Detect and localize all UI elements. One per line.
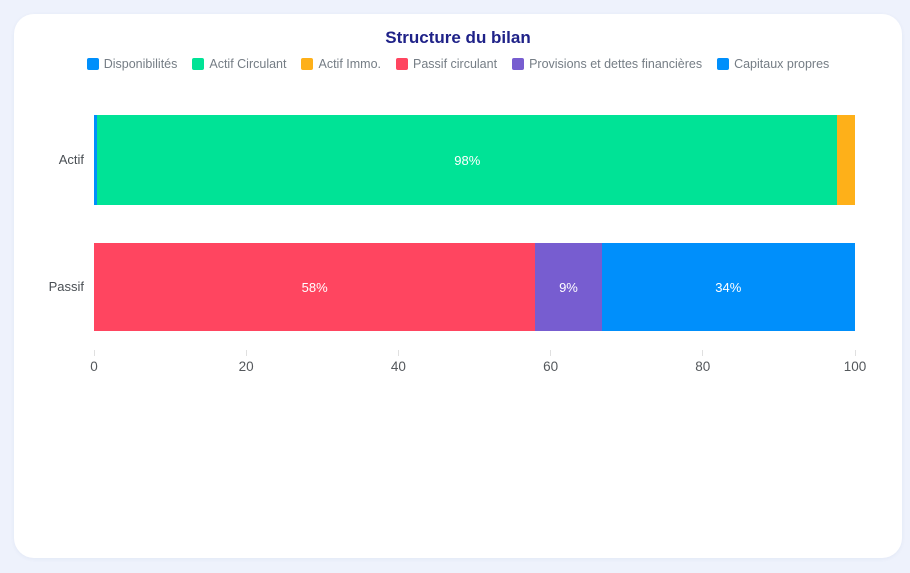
legend-swatch-icon [396, 58, 408, 70]
legend-item[interactable]: Capitaux propres [717, 57, 829, 71]
legend-swatch-icon [512, 58, 525, 70]
legend-label: Actif Circulant [209, 57, 287, 71]
bar-segment[interactable]: 98% [97, 115, 838, 205]
bar-row: 98% [94, 115, 855, 205]
x-axis-tick [397, 350, 399, 356]
legend-label: Capitaux propres [734, 57, 830, 71]
y-axis-label: Actif [58, 152, 84, 167]
bar-segment-label: 34% [715, 279, 742, 295]
bar-segment[interactable] [94, 115, 98, 205]
legend-label: Disponibilités [103, 57, 178, 71]
legend-item[interactable]: Provisions et dettes financières [512, 57, 702, 71]
x-axis-tick-label: 100 [843, 359, 867, 374]
bar-segment-label: 58% [301, 279, 328, 295]
x-axis-tick [93, 350, 95, 356]
x-axis-tick [854, 350, 856, 356]
x-axis-tick [702, 350, 704, 356]
legend-swatch-icon [717, 58, 730, 70]
x-axis: 0 20 40 60 80 100 [90, 350, 866, 386]
bar-segment[interactable]: 58% [94, 243, 536, 331]
legend-label: Provisions et dettes financières [529, 57, 703, 71]
x-axis-tick [245, 350, 247, 356]
legend: Disponibilités Actif Circulant Actif Immo.… [14, 56, 902, 72]
legend-item[interactable]: Passif circulant [396, 57, 497, 71]
plot-area: 0 20 40 60 80 100 Actif 98% Passif 58% 9% 34% [14, 14, 902, 558]
legend-swatch-icon [86, 58, 99, 70]
x-axis-tick-label: 0 [90, 359, 98, 374]
x-axis-tick-label: 60 [543, 359, 559, 374]
x-axis-tick [550, 350, 552, 356]
bar-segment[interactable] [837, 115, 855, 205]
bar-segment-label: 9% [559, 279, 578, 295]
chart-title: Structure du bilan [385, 28, 531, 47]
bar-segment-label: 98% [454, 152, 481, 168]
x-axis-tick-label: 20 [238, 359, 254, 374]
bar-segment[interactable]: 34% [601, 243, 855, 331]
bar-row: 58% 9% 34% [94, 243, 855, 331]
bar-segment[interactable]: 9% [535, 243, 602, 331]
legend-item[interactable]: Actif Immo. [301, 57, 381, 71]
x-axis-tick-label: 40 [390, 359, 406, 374]
chart-card: Structure du bilan Disponibilités Actif C… [14, 14, 902, 558]
y-axis-label: Passif [48, 279, 84, 294]
x-axis-tick-label: 80 [695, 359, 711, 374]
legend-swatch-icon [301, 58, 314, 70]
legend-item[interactable]: Actif Circulant [192, 57, 286, 71]
legend-label: Actif Immo. [318, 57, 381, 71]
legend-label: Passif circulant [413, 57, 498, 71]
legend-swatch-icon [192, 58, 205, 70]
legend-item[interactable]: Disponibilités [86, 57, 178, 71]
